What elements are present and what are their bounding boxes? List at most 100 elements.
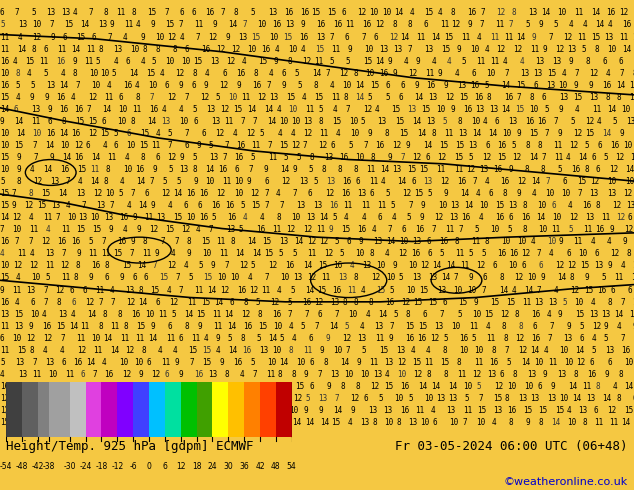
Text: 5: 5 (603, 334, 608, 343)
Text: 11: 11 (600, 213, 610, 222)
Text: 6: 6 (61, 358, 66, 367)
Text: 8: 8 (98, 322, 103, 331)
Text: 12: 12 (569, 213, 578, 222)
Text: 15: 15 (318, 262, 327, 270)
Text: 7: 7 (98, 297, 103, 307)
Text: 10: 10 (624, 358, 634, 367)
Text: 5: 5 (96, 57, 101, 66)
Text: 12: 12 (320, 237, 328, 246)
Text: 15: 15 (232, 418, 241, 427)
Text: 7: 7 (407, 45, 412, 53)
Text: 12: 12 (513, 153, 522, 162)
Text: 16: 16 (531, 310, 540, 318)
Text: 15: 15 (146, 69, 155, 78)
Text: 4: 4 (438, 8, 443, 18)
Text: 12: 12 (325, 189, 334, 198)
Text: 7: 7 (620, 334, 624, 343)
Text: 9: 9 (178, 370, 183, 379)
Text: 15: 15 (120, 382, 130, 391)
Text: 12: 12 (430, 334, 440, 343)
Text: 14: 14 (159, 418, 169, 427)
Text: 15: 15 (441, 45, 450, 53)
Text: 14: 14 (16, 45, 26, 53)
Text: 4: 4 (102, 358, 107, 367)
Text: 7: 7 (167, 141, 172, 150)
Text: 13: 13 (330, 370, 340, 379)
Text: 7: 7 (345, 346, 349, 355)
Text: 11: 11 (219, 249, 229, 258)
Text: 14: 14 (70, 45, 80, 53)
Text: 5: 5 (612, 117, 617, 126)
Text: 4: 4 (575, 105, 579, 114)
Text: 13: 13 (508, 201, 517, 210)
Text: 16: 16 (186, 189, 195, 198)
Text: 15: 15 (538, 406, 548, 415)
Text: 13: 13 (457, 81, 466, 90)
Text: 6: 6 (261, 418, 265, 427)
Text: 14: 14 (501, 105, 510, 114)
Text: 4: 4 (155, 129, 160, 138)
Text: 9: 9 (474, 297, 479, 307)
Text: 10: 10 (119, 358, 128, 367)
Text: 11: 11 (530, 45, 540, 53)
Text: 4: 4 (432, 57, 437, 66)
Text: 11: 11 (0, 346, 10, 355)
Text: 9: 9 (569, 57, 573, 66)
Text: 10: 10 (228, 93, 237, 102)
Text: 10: 10 (100, 69, 110, 78)
Text: 16: 16 (252, 81, 262, 90)
Text: 8: 8 (427, 370, 431, 379)
Text: 12: 12 (451, 21, 461, 29)
Text: 14: 14 (355, 93, 365, 102)
Text: 15: 15 (147, 8, 157, 18)
Text: 15: 15 (327, 8, 336, 18)
Text: 11: 11 (251, 141, 260, 150)
Text: 9: 9 (203, 81, 208, 90)
Text: 12: 12 (162, 189, 171, 198)
Text: 13: 13 (299, 177, 308, 186)
Text: 7: 7 (264, 189, 269, 198)
Text: 13: 13 (98, 21, 107, 29)
Text: 5: 5 (319, 105, 323, 114)
Text: 8: 8 (385, 129, 389, 138)
Text: 4: 4 (491, 418, 496, 427)
Text: 10: 10 (406, 286, 415, 294)
Text: 8: 8 (353, 165, 358, 174)
Text: 6: 6 (131, 406, 135, 415)
Text: 9: 9 (415, 81, 419, 90)
Text: 7: 7 (536, 286, 541, 294)
Text: 16: 16 (463, 105, 472, 114)
Text: 14: 14 (617, 81, 626, 90)
Bar (101, 382, 117, 438)
Text: 11: 11 (331, 93, 340, 102)
Text: 14: 14 (531, 346, 540, 355)
Text: 7: 7 (541, 153, 546, 162)
Text: 8: 8 (16, 177, 21, 186)
Text: 12: 12 (167, 262, 176, 270)
Text: 8: 8 (264, 394, 268, 403)
Text: 13: 13 (508, 117, 518, 126)
Text: 15: 15 (379, 346, 388, 355)
Text: 7: 7 (49, 21, 55, 29)
Text: 8: 8 (273, 406, 278, 415)
Text: 11: 11 (120, 334, 129, 343)
Text: 10: 10 (475, 346, 484, 355)
Text: 11: 11 (161, 358, 170, 367)
Text: 15: 15 (122, 262, 131, 270)
Text: 4: 4 (196, 225, 200, 234)
Text: 6: 6 (235, 165, 239, 174)
Text: 4: 4 (135, 81, 139, 90)
Text: 12: 12 (60, 262, 70, 270)
Text: 8: 8 (397, 418, 401, 427)
Text: 14: 14 (217, 418, 226, 427)
Text: 8: 8 (278, 418, 282, 427)
Text: 10: 10 (397, 370, 406, 379)
Text: 11: 11 (261, 286, 270, 294)
Text: 4: 4 (140, 57, 145, 66)
Text: 7: 7 (479, 394, 483, 403)
Text: 6: 6 (370, 189, 374, 198)
Text: 6: 6 (162, 462, 167, 471)
Text: 5: 5 (112, 69, 117, 78)
Text: 5: 5 (469, 249, 474, 258)
Text: ©weatheronline.co.uk: ©weatheronline.co.uk (503, 477, 628, 487)
